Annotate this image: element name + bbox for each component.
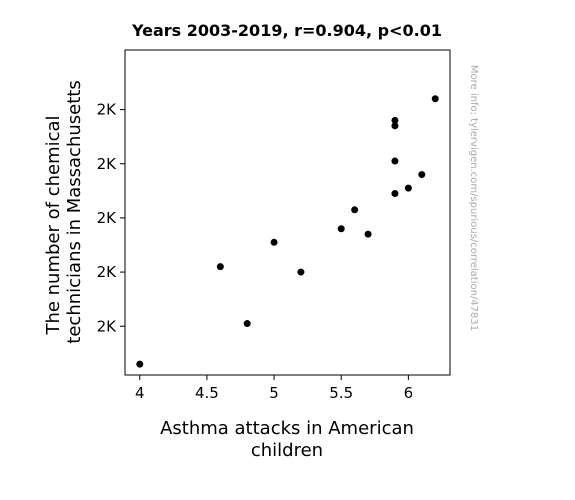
plot-area <box>124 49 451 376</box>
data-points <box>136 95 439 368</box>
data-point <box>391 122 399 130</box>
data-point <box>216 263 224 271</box>
y-axis-label-line-1: The number of chemical <box>43 115 64 335</box>
x-tick-label: 6 <box>404 384 414 402</box>
data-point <box>243 320 251 328</box>
data-point <box>364 230 372 238</box>
y-tick-label: 2K <box>97 101 118 119</box>
data-point <box>391 116 399 124</box>
source-note: More info: tylervigen.com/spurious/corre… <box>468 65 479 331</box>
x-tick-label: 4 <box>135 384 145 402</box>
data-point <box>337 225 345 233</box>
data-point <box>391 157 399 165</box>
data-point <box>431 95 439 103</box>
y-axis-ticks: 2K 2K 2K 2K 2K <box>97 101 125 335</box>
y-tick-label: 2K <box>97 155 118 173</box>
x-axis-label-line-1: Asthma attacks in American <box>160 418 414 439</box>
data-point <box>270 238 278 246</box>
chart-title: Years 2003-2019, r=0.904, p<0.01 <box>131 21 442 40</box>
x-tick-label: 4.5 <box>195 384 219 402</box>
data-point <box>136 360 144 368</box>
y-tick-label: 2K <box>97 263 118 281</box>
data-point <box>351 206 359 214</box>
data-point <box>391 190 399 198</box>
y-axis-label-line-2: technicians in Massachusetts <box>64 80 85 343</box>
x-axis-label-line-2: children <box>251 440 323 461</box>
data-point <box>297 268 305 276</box>
y-tick-label: 2K <box>97 317 118 335</box>
y-tick-label: 2K <box>97 209 118 227</box>
x-axis-ticks: 4 4.5 5 5.5 6 <box>135 375 413 402</box>
data-point <box>418 171 426 179</box>
plot-frame <box>124 49 451 376</box>
data-point <box>404 184 412 192</box>
x-tick-label: 5.5 <box>329 384 353 402</box>
x-tick-label: 5 <box>269 384 279 402</box>
